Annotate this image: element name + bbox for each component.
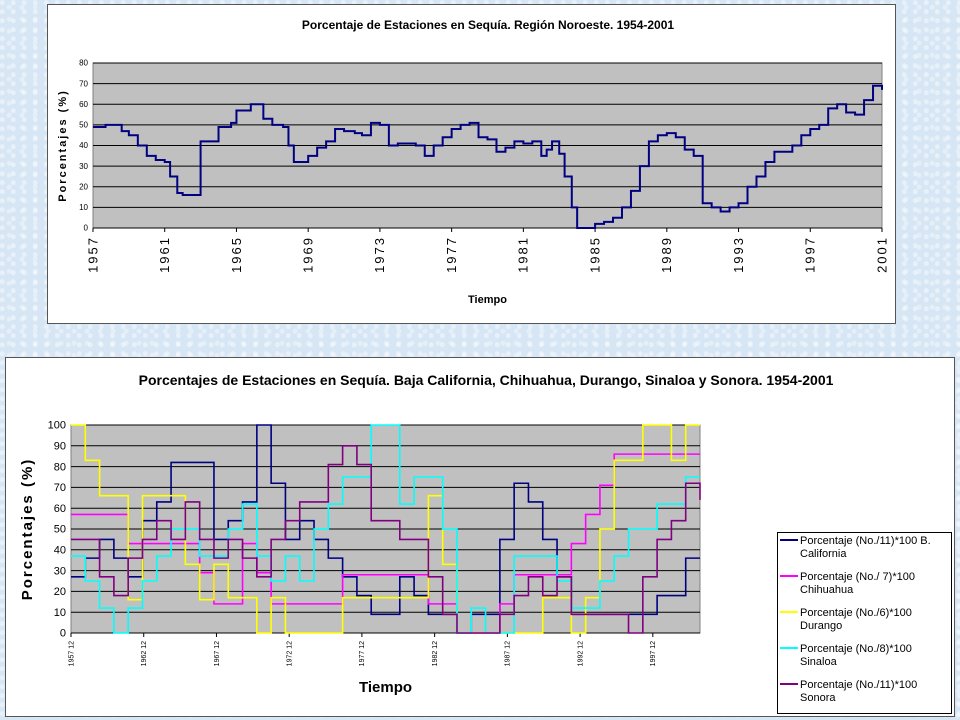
y-tick-label: 10: [54, 607, 66, 619]
x-tick-label: 1989: [659, 236, 674, 273]
series-line-4: [71, 445, 701, 634]
x-tick-label: 1965: [229, 236, 244, 273]
legend-label-chihuahua: Porcentaje (No./ 7)*100 Chihuahua: [800, 571, 915, 596]
y-tick-label: 60: [54, 503, 66, 515]
chart-title: Porcentajes de Estaciones en Sequía. Baj…: [139, 372, 834, 388]
x-tick-label: 1987 12: [505, 641, 512, 666]
y-tick-label: 20: [54, 586, 66, 598]
x-tick-label: 1985: [587, 236, 602, 273]
x-tick-label: 1967 12: [214, 641, 221, 666]
legend-item-sinaloa: Porcentaje (No./8)*100 Sinaloa: [778, 641, 951, 677]
y-tick-label: 20: [79, 182, 88, 191]
chart-panel-noroeste: Porcentaje de Estaciones en Sequía. Regi…: [47, 4, 896, 324]
x-tick-label: 1961: [157, 236, 172, 273]
chart-noroeste: Porcentaje de Estaciones en Sequía. Regi…: [57, 18, 889, 306]
x-tick-label: 1992 12: [577, 641, 584, 666]
y-tick-label: 0: [60, 628, 66, 640]
legend-swatch-durango: [780, 611, 798, 613]
x-tick-label: 1973: [372, 236, 387, 273]
y-axis-label: Porcentajes (%): [19, 458, 36, 601]
chart-title: Porcentaje de Estaciones en Sequía. Regi…: [302, 18, 674, 32]
y-tick-label: 50: [79, 121, 88, 130]
legend-swatch-sinaloa: [780, 647, 798, 649]
y-tick-label: 30: [79, 162, 88, 171]
x-axis-label: Tiempo: [359, 679, 412, 696]
y-axis-label: Porcentajes (%): [57, 89, 69, 202]
x-tick-label: 1957 12: [68, 641, 75, 666]
series-line-0: [93, 84, 883, 229]
x-tick-label: 1957: [85, 236, 100, 273]
y-tick-label: 70: [54, 482, 66, 494]
legend-label-bcalifornia: Porcentaje (No./11)*100 B. California: [800, 535, 931, 560]
y-tick-label: 40: [79, 141, 88, 150]
x-tick-label: 1981: [516, 236, 531, 273]
y-tick-label: 30: [54, 565, 66, 577]
x-tick-label: 2001: [874, 236, 889, 273]
legend-label-sonora: Porcentaje (No./11)*100 Sonora: [800, 679, 918, 704]
y-tick-label: 70: [79, 79, 88, 88]
y-tick-label: 80: [54, 461, 66, 473]
chart-estados: Porcentajes de Estaciones en Sequía. Baj…: [19, 372, 834, 696]
legend-label-sinaloa: Porcentaje (No./8)*100 Sinaloa: [800, 643, 912, 668]
x-tick-label: 1982 12: [432, 641, 439, 666]
legend-label-durango: Porcentaje (No./6)*100 Durango: [800, 607, 912, 632]
x-axis-label: Tiempo: [468, 294, 507, 306]
legend-item-sonora: Porcentaje (No./11)*100 Sonora: [778, 677, 951, 713]
y-tick-label: 10: [79, 203, 88, 212]
legend-item-bcalifornia: Porcentaje (No./11)*100 B. California: [778, 533, 951, 569]
x-tick-label: 1997: [803, 236, 818, 273]
y-tick-label: 80: [79, 59, 88, 68]
x-tick-label: 1969: [301, 236, 316, 273]
legend-swatch-bcalifornia: [780, 539, 798, 541]
x-tick-label: 1977: [444, 236, 459, 273]
y-tick-label: 0: [84, 224, 89, 233]
legend-swatch-chihuahua: [780, 575, 798, 577]
series-line-2: [71, 424, 700, 634]
x-tick-label: 1972 12: [287, 641, 294, 666]
x-tick-label: 1993: [731, 236, 746, 273]
chart-legend: Porcentaje (No./11)*100 B. California Po…: [777, 532, 952, 714]
legend-item-chihuahua: Porcentaje (No./ 7)*100 Chihuahua: [778, 569, 951, 605]
legend-swatch-sonora: [780, 683, 798, 685]
x-tick-label: 1962 12: [141, 641, 148, 666]
y-tick-label: 50: [54, 524, 66, 536]
y-tick-label: 40: [54, 544, 66, 556]
y-tick-label: 60: [79, 100, 88, 109]
y-tick-label: 90: [54, 440, 66, 452]
x-tick-label: 1997 12: [650, 641, 657, 666]
legend-item-durango: Porcentaje (No./6)*100 Durango: [778, 605, 951, 641]
series-line-1: [71, 453, 700, 634]
y-tick-label: 100: [48, 420, 66, 432]
x-tick-label: 1977 12: [359, 641, 366, 666]
